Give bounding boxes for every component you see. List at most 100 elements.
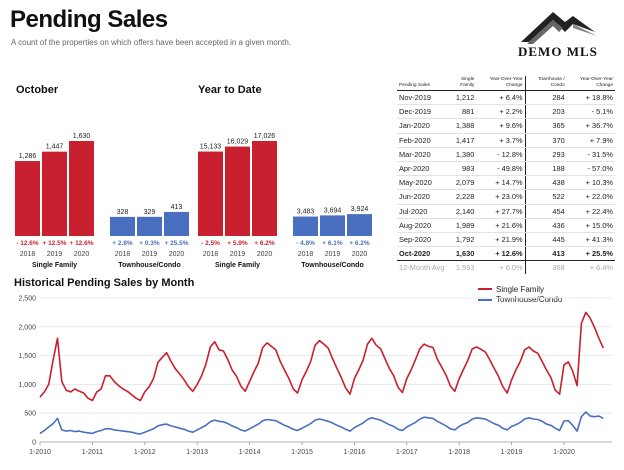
cell-th: 293	[524, 147, 567, 162]
bar-ytd-1-2	[347, 214, 372, 236]
cell-th-change: + 18.8%	[566, 90, 615, 106]
bar-year-label: 2020	[352, 251, 368, 258]
cell-sf: 2,228	[446, 189, 477, 205]
x-tick-label: 1-2016	[343, 449, 365, 456]
cell-sf: 1,388	[446, 118, 477, 134]
table-row: 12-Month Avg 1,593 + 6.0% 368 + 6.4%	[397, 260, 615, 275]
cell-th: 370	[524, 133, 567, 148]
bar-change-label: + 12.6%	[69, 240, 93, 247]
y-tick-label: 1,500	[18, 353, 36, 360]
cell-th: 436	[524, 218, 567, 233]
cell-th-change: + 22.4%	[566, 204, 615, 219]
bar-change-label: + 6.2%	[254, 240, 275, 247]
bar-ytd-1-0	[293, 216, 318, 236]
cell-th: 454	[524, 204, 567, 219]
bar-year-label: 2018	[298, 251, 314, 258]
bar-october-1-0	[110, 216, 135, 236]
bar-year-label: 2019	[230, 251, 246, 258]
cell-th: 203	[524, 104, 567, 120]
x-tick-label: 1-2019	[501, 449, 523, 456]
cell-th: 445	[524, 232, 567, 248]
october-title: October	[16, 84, 59, 96]
cell-sf: 1,989	[446, 218, 477, 233]
cell-month: Apr-2020	[397, 161, 447, 177]
table-row: May-2020 2,079 + 14.7% 438 + 10.3%	[397, 175, 615, 191]
cell-th: 365	[524, 118, 567, 134]
bar-year-label: 2018	[115, 251, 131, 258]
bar-group-label: Single Family	[215, 262, 260, 269]
cell-th-change: - 31.5%	[566, 147, 615, 162]
x-tick-label: 1-2013	[186, 449, 208, 456]
bar-change-label: + 12.5%	[42, 240, 66, 247]
table-row: Jan-2020 1,388 + 9.6% 365 + 36.7%	[397, 118, 615, 134]
cell-sf-change: + 6.4%	[476, 90, 526, 106]
bar-value-label: 3,694	[324, 207, 342, 214]
bar-group-label: Townhouse/Condo	[301, 262, 363, 269]
bar-value-label: 328	[117, 209, 129, 216]
bar-change-label: + 6.2%	[349, 240, 370, 247]
bar-year-label: 2019	[325, 251, 341, 258]
cell-sf-change: - 12.8%	[476, 147, 526, 162]
cell-sf: 1,212	[446, 90, 477, 106]
cell-sf-change: + 3.7%	[476, 133, 526, 148]
october-bar-chart: 1,286 - 12.6% 2018 1,447 + 12.5% 2019 1,630 + 1…	[15, 133, 189, 269]
bar-value-label: 1,286	[19, 153, 37, 160]
table-row: Oct-2020 1,630 + 12.6% 413 + 25.5%	[397, 246, 615, 262]
cell-sf: 1,792	[446, 232, 477, 248]
bar-value-label: 1,630	[73, 133, 91, 140]
cell-month: Jul-2020	[397, 204, 447, 219]
cell-sf: 1,593	[455, 263, 475, 273]
bar-value-label: 17,026	[254, 133, 276, 140]
x-tick-label: 1-2018	[448, 449, 470, 456]
bar-change-label: + 6.1%	[322, 240, 343, 247]
legend-townhouse: Townhouse/Condo	[478, 295, 562, 304]
cell-sf-change: + 21.6%	[476, 218, 526, 233]
chart-legend: Single Family Townhouse/Condo	[468, 283, 624, 304]
cell-sf: 2,079	[446, 175, 477, 191]
table-row: Aug-2020 1,989 + 21.6% 436 + 15.0%	[397, 218, 615, 233]
cell-th-change: + 10.3%	[566, 175, 615, 191]
cell-th-change: + 25.5%	[566, 246, 615, 262]
bar-ytd-0-2	[252, 141, 277, 236]
col-th-change: Year-Over-Year Change	[566, 76, 615, 91]
cell-th: 284	[524, 90, 567, 106]
x-tick-label: 1-2017	[396, 449, 418, 456]
bar-year-label: 2020	[74, 251, 90, 258]
bar-group-label: Single Family	[32, 262, 77, 269]
table-row: Nov-2019 1,212 + 6.4% 284 + 18.8%	[397, 90, 615, 106]
bar-october-0-0	[15, 161, 40, 236]
cell-month: Feb-2020	[397, 133, 447, 148]
y-tick-label: 2,500	[18, 296, 36, 303]
cell-th: 522	[524, 189, 567, 205]
cell-sf: 1,417	[446, 133, 477, 148]
cell-th-change: + 36.7%	[566, 118, 615, 134]
bar-year-label: 2019	[142, 251, 158, 258]
cell-sf: 881	[446, 104, 477, 120]
table-row: Dec-2019 881 + 2.2% 203- 5.1%	[397, 104, 615, 120]
legend-single-family: Single Family	[478, 285, 544, 294]
bar-value-label: 15,133	[200, 144, 222, 151]
col-th: Townhouse / Condo	[524, 76, 567, 91]
cell-month: 12-Month Avg	[399, 263, 445, 273]
cell-month: Jun-2020	[397, 189, 447, 205]
table-row: Sep-2020 1,792 + 21.9% 445 + 41.3%	[397, 232, 615, 248]
cell-sf: 983	[446, 161, 477, 177]
ytd-title: Year to Date	[198, 84, 262, 96]
bar-group-label: Townhouse/Condo	[118, 262, 180, 269]
cell-sf-change: + 6.0%	[499, 263, 523, 273]
logo-roof-icon	[521, 12, 597, 44]
bar-value-label: 3,483	[297, 209, 315, 216]
x-tick-label: 1-2014	[239, 449, 261, 456]
table-row: Apr-2020 983- 49.8% 188- 57.0%	[397, 161, 615, 177]
cell-sf-change: + 9.6%	[476, 118, 526, 134]
cell-sf-change: + 23.0%	[476, 189, 526, 205]
cell-th-change: + 7.9%	[566, 133, 615, 148]
bar-october-1-2	[164, 211, 189, 236]
cell-month: Jan-2020	[397, 118, 447, 134]
cell-sf-change: + 2.2%	[476, 104, 526, 120]
cell-sf-change: + 12.6%	[476, 246, 526, 262]
col-month: Pending Sales	[397, 76, 447, 91]
x-tick-label: 1-2020	[553, 449, 575, 456]
cell-sf-change: + 14.7%	[476, 175, 526, 191]
cell-th: 438	[524, 175, 567, 191]
